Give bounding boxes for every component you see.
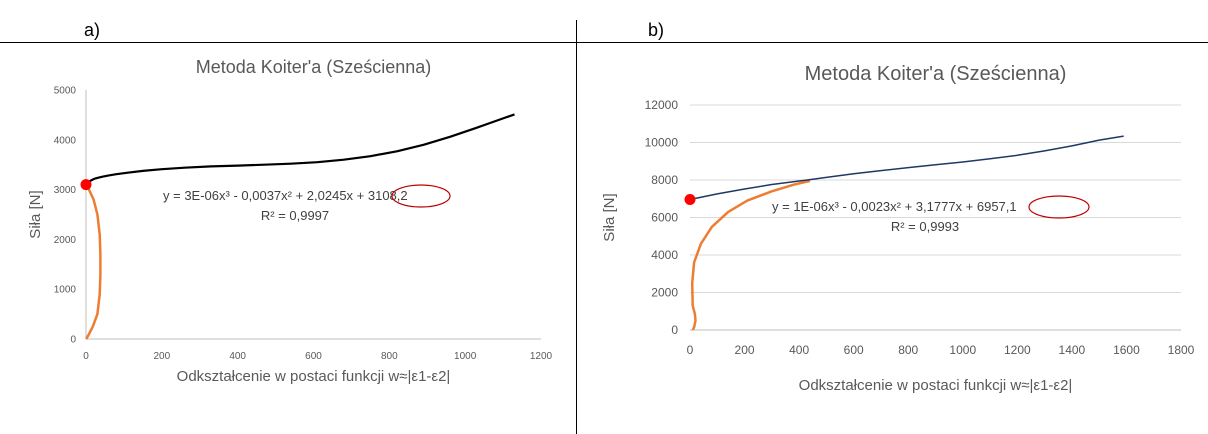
chart-a: Metoda Koiter'a (Sześcienna) 0 200 400 600 80… — [27, 57, 553, 385]
series-measured-line — [84, 183, 102, 340]
x-tick-label: 200 — [153, 351, 170, 362]
x-tick-label: 600 — [305, 351, 322, 362]
x-tick-label: 1000 — [949, 343, 976, 357]
x-tick-label: 1800 — [1168, 343, 1195, 357]
x-tick-label: 1000 — [454, 351, 477, 362]
panel-label-b: b) — [648, 20, 665, 40]
intercept-marker — [684, 194, 696, 205]
y-tick-label: 12000 — [645, 98, 679, 112]
y-tick-label: 3000 — [54, 185, 77, 196]
intercept-marker — [80, 179, 92, 191]
x-tick-label: 1600 — [1113, 343, 1140, 357]
series-trend-line — [85, 113, 515, 186]
x-axis-label: Odkształcenie w postaci funkcji w≈|ε1-ε2… — [799, 377, 1073, 394]
y-tick-label: 5000 — [54, 86, 77, 97]
trendline-equation: y = 3E-06x³ - 0,0037x² + 2,0245x + 3108,… — [163, 188, 408, 203]
y-tick-label: 10000 — [645, 136, 679, 150]
series-measured-line — [690, 179, 811, 331]
y-tick-label: 0 — [671, 323, 678, 337]
y-axis-label: Siła [N] — [27, 190, 44, 238]
x-tick-label: 1200 — [530, 351, 553, 362]
y-tick-label: 1000 — [54, 285, 77, 296]
x-tick-label: 600 — [844, 343, 864, 357]
x-tick-label: 400 — [789, 343, 809, 357]
y-tick-label: 4000 — [651, 248, 678, 262]
r-squared-label: R² = 0,9997 — [261, 208, 329, 223]
panel-label-a: a) — [84, 20, 101, 40]
x-tick-label: 0 — [687, 343, 694, 357]
series-trend-line — [689, 135, 1124, 201]
x-tick-label: 400 — [229, 351, 246, 362]
x-tick-label: 0 — [83, 351, 89, 362]
x-tick-label: 1400 — [1059, 343, 1086, 357]
table-divider-horizontal — [0, 42, 1208, 43]
x-tick-label: 800 — [381, 351, 398, 362]
highlight-ellipse — [391, 184, 451, 208]
table-divider-vertical — [576, 20, 577, 434]
chart-title: Metoda Koiter'a (Sześcienna) — [196, 57, 432, 77]
x-tick-label: 800 — [898, 343, 918, 357]
y-tick-label: 2000 — [54, 235, 77, 246]
trendline-equation: y = 1E-06x³ - 0,0023x² + 3,1777x + 6957,… — [772, 199, 1017, 214]
r-squared-label: R² = 0,9993 — [891, 219, 959, 234]
y-tick-label: 2000 — [651, 286, 678, 300]
highlight-ellipse — [1028, 195, 1090, 219]
x-tick-label: 200 — [735, 343, 755, 357]
chart-b: Metoda Koiter'a (Sześcienna) 0 200 400 600 80… — [601, 63, 1195, 394]
x-axis-label: Odkształcenie w postaci funkcji w≈|ε1-ε2… — [177, 368, 451, 385]
x-tick-label: 1200 — [1004, 343, 1031, 357]
chart-title: Metoda Koiter'a (Sześcienna) — [805, 63, 1067, 85]
y-tick-label: 0 — [70, 335, 76, 346]
y-tick-label: 8000 — [651, 173, 678, 187]
y-tick-label: 4000 — [54, 135, 77, 146]
y-tick-label: 6000 — [651, 211, 678, 225]
y-axis-label: Siła [N] — [601, 193, 618, 241]
